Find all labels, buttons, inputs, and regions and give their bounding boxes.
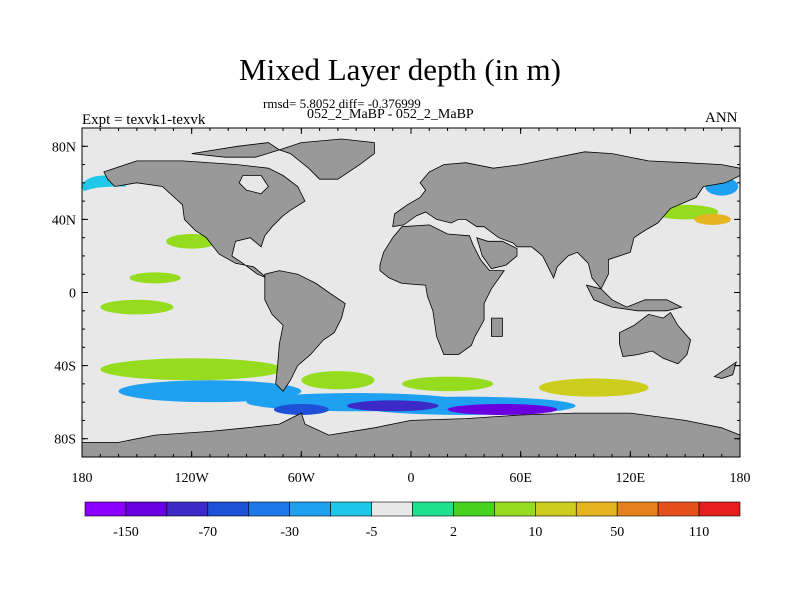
- colorbar-box: [125, 501, 168, 517]
- anomaly-patch: [401, 376, 494, 392]
- experiment-label: Expt = texvk1-texvk: [82, 112, 206, 128]
- land-madagascar: [490, 317, 503, 337]
- figure-title: Mixed Layer depth (in m): [239, 52, 561, 87]
- colorbar-label: -5: [366, 525, 378, 540]
- stats-line: rmsd= 5.8052 diff= -0.376999: [263, 96, 421, 111]
- x-tick-label: 120E: [616, 471, 646, 486]
- anomaly-patch: [82, 186, 156, 202]
- anomaly-patch: [447, 403, 558, 415]
- land-africa: [379, 224, 505, 356]
- land-australia: [619, 312, 692, 365]
- colorbar-box: [453, 501, 495, 517]
- y-tick-label: 80S: [54, 433, 76, 448]
- x-tick-label: 120W: [175, 471, 210, 486]
- colorbar-label: -30: [280, 525, 299, 540]
- colorbar-label: -150: [113, 525, 139, 540]
- colorbar-box: [371, 501, 413, 517]
- axis-ticks: 180 120W 60W 0 60E 120E 180 80N 40N 0 40S 80S: [52, 128, 751, 486]
- anomaly-patch: [118, 380, 302, 403]
- y-tick-label: 0: [69, 287, 76, 302]
- anomaly-patch: [100, 299, 174, 315]
- y-tick-label: 40S: [54, 360, 76, 375]
- cases-line: 052_2_MaBP - 052_2_MaBP: [307, 107, 474, 122]
- land-new-zealand: [713, 361, 737, 379]
- colorbar-box: [535, 501, 577, 517]
- colorbar-box: [494, 501, 536, 517]
- colorbar-box: [616, 501, 659, 517]
- anomaly-patch: [100, 358, 284, 381]
- land-arabia: [476, 237, 518, 270]
- anomaly-patch: [694, 213, 731, 225]
- land-south-america: [264, 270, 346, 392]
- colorbar-box: [207, 501, 250, 517]
- land-greenland: [278, 138, 375, 180]
- colorbar-box: [698, 501, 741, 517]
- colorbar-label: 50: [610, 525, 624, 540]
- anomaly-patch: [538, 378, 649, 397]
- x-tick-label: 180: [730, 471, 751, 486]
- colorbar-label: 10: [528, 525, 542, 540]
- anomaly-patch: [273, 403, 329, 415]
- anomaly-patch: [347, 400, 439, 412]
- land-hudson-bay: [238, 175, 269, 195]
- x-tick-label: 60E: [509, 471, 532, 486]
- colorbar-box: [84, 501, 127, 517]
- anomaly-patch: [301, 371, 375, 390]
- y-tick-label: 80N: [52, 140, 76, 155]
- land-indonesia: [585, 284, 683, 312]
- colorbar-box: [248, 501, 290, 517]
- colorbar-label: 110: [689, 525, 709, 540]
- colorbar-box: [166, 501, 209, 517]
- x-tick-label: 0: [408, 471, 415, 486]
- colorbar-label: -70: [198, 525, 217, 540]
- colorbar-box: [575, 501, 618, 517]
- colorbar: -150 -70 -30 -5 2 10 50 110: [84, 501, 741, 540]
- x-tick-label: 60W: [288, 471, 316, 486]
- land-arctic-islands: [191, 142, 281, 158]
- colorbar-box: [289, 501, 331, 517]
- anomaly-patch: [129, 272, 181, 284]
- anomaly-patch: [166, 234, 218, 249]
- colorbar-box: [412, 501, 454, 517]
- land-layer: [82, 138, 740, 457]
- colorbar-box: [330, 501, 372, 517]
- x-tick-label: 180: [72, 471, 93, 486]
- colorbar-label: 2: [450, 525, 457, 540]
- land-antarctica: [82, 412, 740, 457]
- season-label: ANN: [705, 110, 738, 126]
- colorbar-box: [657, 501, 700, 517]
- land-europe-asia: [392, 151, 740, 290]
- y-tick-label: 40N: [52, 213, 76, 228]
